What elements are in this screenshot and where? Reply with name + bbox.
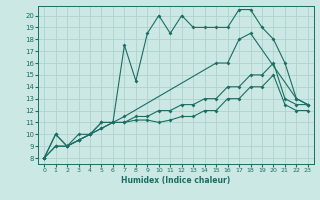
X-axis label: Humidex (Indice chaleur): Humidex (Indice chaleur) <box>121 176 231 185</box>
